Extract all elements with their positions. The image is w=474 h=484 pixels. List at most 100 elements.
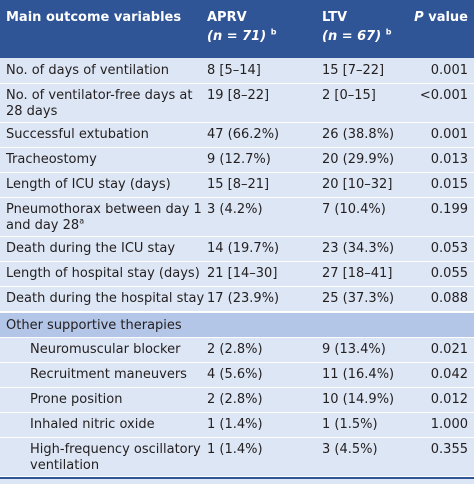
ltv-value: 11 (16.4%)	[322, 367, 395, 382]
row-divider	[0, 147, 474, 148]
row-divider	[0, 387, 474, 388]
row-label: Pneumothorax between day 1	[6, 202, 202, 217]
p-value: 1.000	[430, 417, 468, 432]
ltv-value: 25 (37.3%)	[322, 291, 395, 306]
ltv-value: 20 (29.9%)	[322, 152, 395, 167]
header-aprv-n: (n = 71) b	[207, 27, 277, 45]
section-title: Other supportive therapies	[6, 318, 182, 333]
aprv-value: 2 (2.8%)	[207, 392, 263, 407]
ltv-value: 15 [7–22]	[322, 63, 385, 78]
aprv-value: 3 (4.2%)	[207, 202, 263, 217]
header-ltv: LTV	[322, 10, 348, 25]
p-value: 0.001	[430, 127, 468, 142]
aprv-value: 1 (1.4%)	[207, 442, 263, 457]
p-value: 0.053	[430, 241, 468, 256]
row-divider	[0, 476, 474, 477]
row-label: Successful extubation	[6, 127, 149, 142]
p-value: 0.021	[430, 342, 468, 357]
table-row: No. of ventilator-free days at 28 days 19 …	[0, 84, 474, 122]
ltv-value: 1 (1.5%)	[322, 417, 378, 432]
aprv-value: 4 (5.6%)	[207, 367, 263, 382]
ltv-value: 9 (13.4%)	[322, 342, 386, 357]
ltv-value: 23 (34.3%)	[322, 241, 395, 256]
row-label: Tracheostomy	[6, 152, 97, 167]
header-p-value: P value	[414, 10, 468, 26]
table-row: High-frequency oscillatory ventilation 1 (…	[0, 438, 474, 476]
section-row: Other supportive therapies	[0, 312, 474, 338]
row-label: No. of days of ventilation	[6, 63, 169, 78]
table-row: Neuromuscular blocker 2 (2.8%) 9 (13.4%) 0.…	[0, 338, 474, 362]
row-divider	[0, 197, 474, 198]
header-ltv-n-text: (n = 67)	[322, 29, 382, 44]
row-label-continued: and day 28a	[6, 216, 85, 233]
ltv-value: 20 [10–32]	[322, 177, 393, 192]
row-divider	[0, 122, 474, 123]
table-row: Inhaled nitric oxide 1 (1.4%) 1 (1.5%) 1.00…	[0, 413, 474, 437]
row-label-continued: ventilation	[30, 458, 100, 473]
aprv-value: 21 [14–30]	[207, 266, 278, 281]
row-divider	[0, 236, 474, 237]
p-value: 0.001	[430, 63, 468, 78]
p-value: 0.088	[430, 291, 468, 306]
row-divider	[0, 311, 474, 312]
row-label: Death during the ICU stay	[6, 241, 176, 256]
table-row: Length of hospital stay (days) 21 [14–30]…	[0, 262, 474, 286]
table-row: Death during the ICU stay 14 (19.7%) 23 (3…	[0, 237, 474, 261]
aprv-value: 1 (1.4%)	[207, 417, 263, 432]
row-label: Length of ICU stay (days)	[6, 177, 171, 192]
table-row: Successful extubation 47 (66.2%) 26 (38.8%…	[0, 123, 474, 147]
p-value: 0.199	[430, 202, 468, 217]
header-ltv-n: (n = 67) b	[322, 27, 392, 45]
row-divider	[0, 261, 474, 262]
row-label: High-frequency oscillatory	[30, 442, 201, 457]
header-aprv: APRV	[207, 10, 247, 25]
row-label: Death during the hospital stay	[6, 291, 205, 306]
p-value: 0.012	[430, 392, 468, 407]
ltv-value: 26 (38.8%)	[322, 127, 395, 142]
p-value: 0.015	[430, 177, 468, 192]
header-aprv-footnote: b	[270, 27, 277, 37]
table-row: Recruitment maneuvers 4 (5.6%) 11 (16.4%) 0…	[0, 363, 474, 387]
aprv-value: 15 [8–21]	[207, 177, 270, 192]
row-divider	[0, 83, 474, 84]
header-ltv-footnote: b	[385, 27, 392, 37]
row-label-footnote: a	[79, 216, 85, 226]
row-divider	[0, 172, 474, 173]
row-divider	[0, 412, 474, 413]
p-value: 0.013	[430, 152, 468, 167]
table-row: Length of ICU stay (days) 15 [8–21] 20 [10…	[0, 173, 474, 197]
ltv-value: 10 (14.9%)	[322, 392, 395, 407]
row-divider	[0, 437, 474, 438]
row-label: No. of ventilator-free days at	[6, 88, 193, 103]
row-divider	[0, 286, 474, 287]
row-label: Neuromuscular blocker	[30, 342, 181, 357]
aprv-value: 2 (2.8%)	[207, 342, 263, 357]
table-row: Prone position 2 (2.8%) 10 (14.9%) 0.012	[0, 388, 474, 412]
row-label: Recruitment maneuvers	[30, 367, 187, 382]
aprv-value: 9 (12.7%)	[207, 152, 271, 167]
ltv-value: 7 (10.4%)	[322, 202, 386, 217]
aprv-value: 14 (19.7%)	[207, 241, 280, 256]
row-label: Prone position	[30, 392, 123, 407]
p-value: 0.042	[430, 367, 468, 382]
header-outcome: Main outcome variables	[6, 10, 182, 25]
header-p-rest: value	[423, 10, 468, 25]
table-row: Tracheostomy 9 (12.7%) 20 (29.9%) 0.013	[0, 148, 474, 172]
aprv-value: 17 (23.9%)	[207, 291, 280, 306]
p-value: 0.055	[430, 266, 468, 281]
row-label-continued: 28 days	[6, 104, 58, 119]
ltv-value: 3 (4.5%)	[322, 442, 378, 457]
aprv-value: 8 [5–14]	[207, 63, 261, 78]
ltv-value: 27 [18–41]	[322, 266, 393, 281]
p-value: <0.001	[419, 88, 468, 103]
row-divider	[0, 362, 474, 363]
aprv-value: 47 (66.2%)	[207, 127, 280, 142]
row-label: Inhaled nitric oxide	[30, 417, 155, 432]
table-row: Pneumothorax between day 1 and day 28a 3 (…	[0, 198, 474, 236]
aprv-value: 19 [8–22]	[207, 88, 270, 103]
table-bottom-border	[0, 477, 474, 479]
header-aprv-n-text: (n = 71)	[207, 29, 267, 44]
ltv-value: 2 [0–15]	[322, 88, 376, 103]
row-label: Length of hospital stay (days)	[6, 266, 200, 281]
header-p-letter: P	[414, 10, 424, 25]
